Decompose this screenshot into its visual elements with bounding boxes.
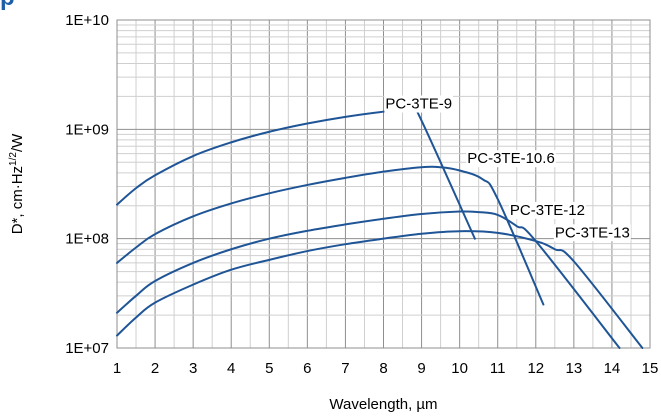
x-tick-label: 5 — [265, 360, 273, 377]
series-label-group: PC-3TE-9 — [384, 95, 454, 113]
x-tick-label: 14 — [604, 360, 621, 377]
x-tick-label: 9 — [417, 360, 425, 377]
plot-frame — [116, 19, 651, 349]
series-label-group: PC-3TE-12 — [508, 201, 586, 219]
y-axis-title-superscript: 1/2 — [8, 152, 19, 166]
y-tick-label: 1E+08 — [65, 231, 109, 248]
series-label: PC-3TE-13 — [555, 224, 630, 241]
x-tick-label: 4 — [227, 360, 235, 377]
series-labels: PC-3TE-9 PC-3TE-10.6 PC-3TE-12 PC-3TE-13 — [384, 95, 631, 242]
series-label-background — [466, 150, 556, 168]
y-axis-title-tail: /W — [9, 133, 26, 152]
x-tick-label: 6 — [303, 360, 311, 377]
y-tick-label: 1E+07 — [65, 340, 109, 357]
series-label-background — [384, 95, 454, 113]
x-tick-label: 8 — [379, 360, 387, 377]
series-label: PC-3TE-9 — [385, 96, 452, 113]
y-axis-title-main: D*, cm·Hz — [9, 166, 26, 234]
series-label-group: PC-3TE-10.6 — [466, 150, 556, 168]
y-tick-label: 1E+10 — [65, 12, 109, 29]
series-line — [116, 165, 545, 306]
x-tick-label: 1 — [113, 360, 121, 377]
x-tick-label: 10 — [451, 360, 468, 377]
y-tick-label: 1E+09 — [65, 121, 109, 138]
series-label-background — [508, 201, 586, 219]
y-axis-ticks: 1E+07 1E+08 1E+09 1E+10 — [65, 12, 109, 357]
page-title: p — [0, 0, 15, 12]
x-tick-label: 15 — [642, 360, 659, 377]
series-label-background — [553, 224, 631, 242]
x-tick-label: 13 — [566, 360, 583, 377]
series-label: PC-3TE-12 — [510, 202, 585, 219]
x-tick-label: 11 — [490, 360, 506, 377]
series-label-group: PC-3TE-13 — [553, 224, 631, 242]
series-label: PC-3TE-10.6 — [467, 150, 555, 167]
x-tick-label: 7 — [341, 360, 349, 377]
y-axis-title: D*, cm·Hz1/2/W — [8, 133, 26, 234]
x-axis-ticks: 1 2 3 4 5 6 7 8 9 10 11 12 13 14 15 — [113, 360, 659, 377]
x-axis-title: Wavelength, µm — [329, 396, 437, 413]
grid — [116, 19, 651, 349]
x-tick-label: 3 — [189, 360, 197, 377]
x-tick-label: 2 — [151, 360, 159, 377]
series-line — [116, 230, 644, 349]
x-tick-label: 12 — [527, 360, 544, 377]
series-line — [116, 210, 621, 349]
